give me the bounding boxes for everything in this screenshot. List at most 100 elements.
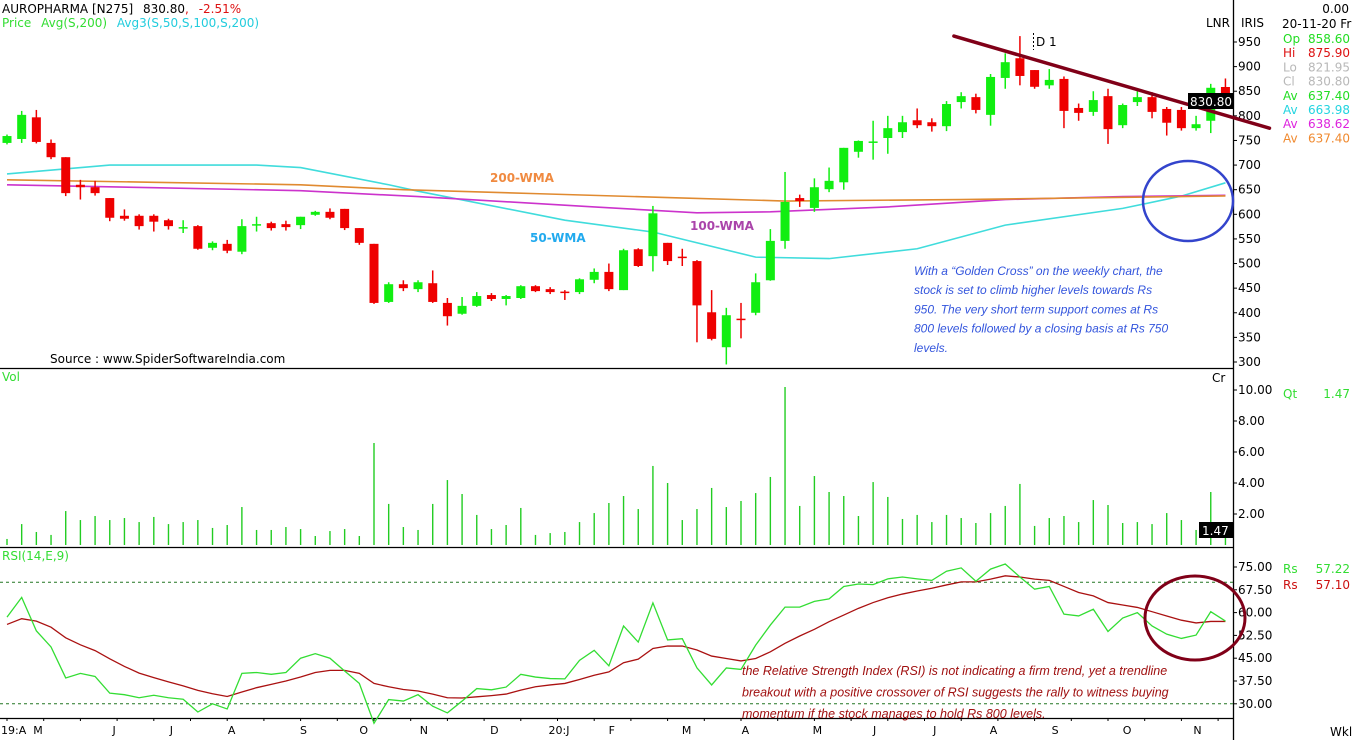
candle-up bbox=[942, 101, 952, 132]
iris-label[interactable]: IRIS bbox=[1241, 16, 1264, 30]
candle-body bbox=[163, 220, 173, 227]
time-label: N bbox=[420, 724, 428, 737]
candle-up bbox=[648, 205, 658, 272]
candle-up bbox=[986, 73, 996, 126]
candle-down bbox=[633, 248, 643, 267]
candle-up bbox=[1000, 53, 1010, 89]
candle-down bbox=[369, 243, 379, 304]
period-label[interactable]: Wkl bbox=[1330, 725, 1352, 739]
candle-body bbox=[575, 279, 585, 293]
candle-down bbox=[149, 214, 159, 232]
volume-tick-label: 6.00 bbox=[1238, 445, 1265, 459]
candle-body bbox=[296, 216, 306, 226]
candle-up bbox=[839, 147, 849, 190]
candle-body bbox=[619, 250, 629, 291]
candle-body bbox=[648, 213, 658, 257]
candle-down bbox=[604, 263, 614, 292]
candle-down bbox=[736, 302, 746, 339]
candle-body bbox=[1030, 70, 1040, 87]
candle-up bbox=[824, 167, 834, 193]
candle-down bbox=[90, 180, 100, 196]
candle-body bbox=[1088, 100, 1098, 112]
candle-body bbox=[486, 295, 496, 299]
price-tick-label: 850 bbox=[1238, 84, 1261, 98]
candle-body bbox=[839, 147, 849, 183]
rsi-tick-label: 45.00 bbox=[1238, 651, 1272, 665]
header-line: AUROPHARMA [N275] 830.80, -2.51% bbox=[2, 2, 241, 16]
price-tick-label: 350 bbox=[1238, 330, 1261, 344]
candle-body bbox=[384, 284, 394, 302]
volume-unit: Cr bbox=[1212, 371, 1225, 385]
candle-up bbox=[575, 278, 585, 295]
candle-body bbox=[530, 286, 540, 292]
candle-body bbox=[707, 312, 717, 339]
candle-body bbox=[428, 283, 438, 302]
candle-body bbox=[633, 249, 643, 266]
candle-body bbox=[868, 141, 878, 143]
legend-price: Price bbox=[2, 16, 31, 30]
candle-down bbox=[486, 293, 496, 301]
candle-body bbox=[266, 223, 276, 229]
time-label: F bbox=[609, 724, 615, 737]
candle-up bbox=[619, 248, 629, 291]
candle-up bbox=[956, 92, 966, 109]
lnr-label[interactable]: LNR bbox=[1206, 16, 1230, 30]
candle-body bbox=[1191, 124, 1201, 129]
rsi-signal-line bbox=[6, 575, 1226, 699]
candle-up bbox=[721, 307, 731, 365]
time-label: A bbox=[990, 724, 998, 737]
time-label: M bbox=[682, 724, 692, 737]
candle-body bbox=[765, 240, 775, 281]
candle-down bbox=[354, 228, 364, 245]
candle-up bbox=[252, 216, 262, 232]
candle-body bbox=[134, 215, 144, 227]
candle-body bbox=[119, 215, 129, 219]
candle-down bbox=[1147, 92, 1157, 119]
candle-up bbox=[1118, 103, 1128, 129]
falling-trendline bbox=[952, 34, 1272, 130]
candle-body bbox=[1000, 62, 1010, 78]
rsi-note: the Relative Strength Index (RSI) is not… bbox=[742, 664, 1169, 721]
candle-up bbox=[897, 115, 907, 138]
current-price-box bbox=[1188, 93, 1233, 109]
price-tick-label: 650 bbox=[1238, 183, 1261, 197]
rsi-tick-label: 37.50 bbox=[1238, 674, 1272, 688]
price-comma: , bbox=[185, 2, 189, 16]
candle-down bbox=[428, 270, 438, 303]
candle-down bbox=[442, 297, 452, 326]
candle-up bbox=[178, 220, 188, 234]
time-label: M bbox=[33, 724, 43, 737]
info-value-av: 638.62 bbox=[1308, 117, 1350, 131]
wma50-label: 50-WMA bbox=[530, 231, 586, 245]
golden-cross-note: With a “Golden Cross” on the weekly char… bbox=[914, 264, 1168, 355]
golden-cross-note-line: 800 levels followed by a closing basis a… bbox=[914, 322, 1168, 336]
candle-down bbox=[1176, 106, 1186, 131]
candle-body bbox=[178, 227, 188, 229]
candle-down bbox=[677, 248, 687, 266]
info-value-hi: 875.90 bbox=[1308, 46, 1350, 60]
candle-up bbox=[457, 297, 467, 315]
rsi-note-line: momentum if the stock manages to hold Rs… bbox=[742, 707, 1046, 721]
time-label: J bbox=[932, 724, 936, 737]
last-price: 830.80 bbox=[143, 2, 185, 16]
candle-body bbox=[897, 122, 907, 133]
rsi-value: 57.22 bbox=[1316, 562, 1350, 576]
info-label-av: Av bbox=[1283, 89, 1298, 103]
candle-body bbox=[90, 187, 100, 194]
candle-down bbox=[1162, 106, 1172, 136]
rsi-note-line: breakout with a positive crossover of RS… bbox=[742, 686, 1169, 700]
rsi-tick-label: 67.50 bbox=[1238, 583, 1272, 597]
candle-down bbox=[134, 214, 144, 230]
time-label: J bbox=[169, 724, 173, 737]
time-label: 19:A bbox=[1, 724, 27, 737]
candle-body bbox=[149, 215, 159, 222]
info-value-av: 663.98 bbox=[1308, 103, 1350, 117]
candle-up bbox=[751, 273, 761, 316]
candle-up bbox=[501, 295, 511, 306]
info-value-op: 858.60 bbox=[1308, 32, 1350, 46]
candle-up bbox=[1044, 69, 1054, 89]
rsi-axis: 75.00 67.50 60.00 52.50 45.00 37.50 30.00 bbox=[0, 560, 1272, 711]
candle-body bbox=[310, 211, 320, 215]
candle-down bbox=[222, 239, 232, 254]
